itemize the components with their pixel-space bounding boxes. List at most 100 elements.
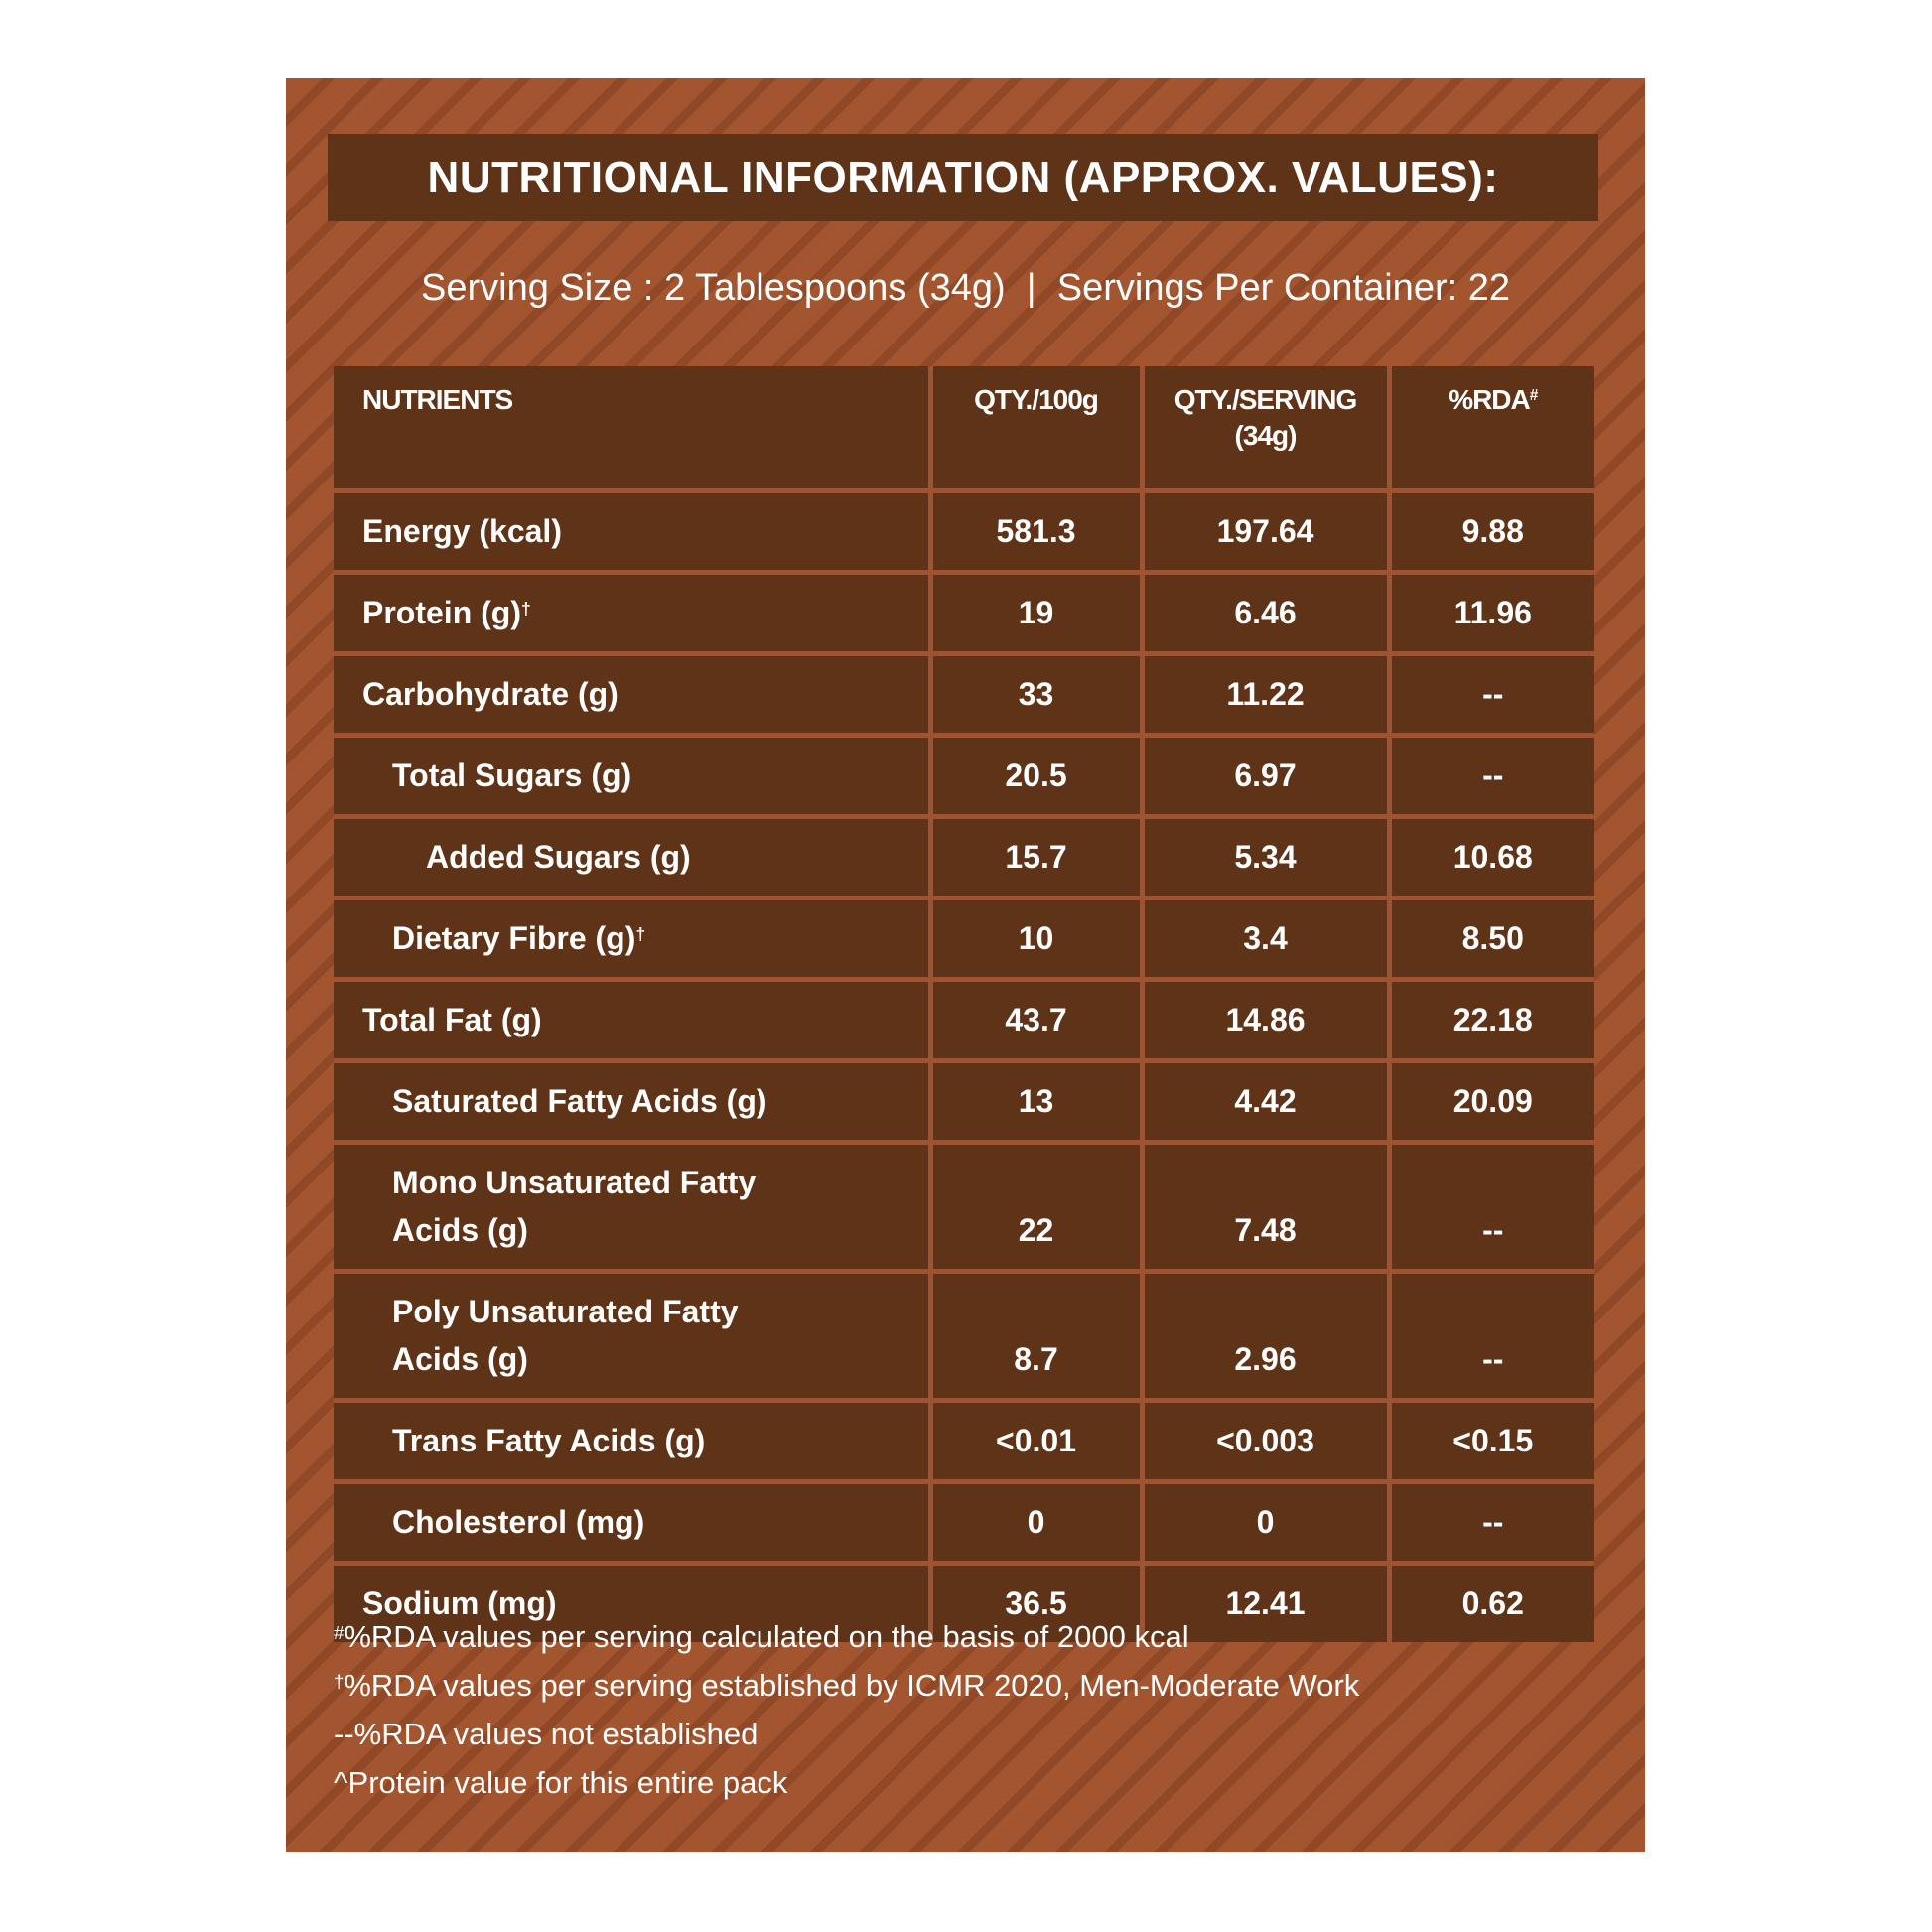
nutrient-row: Dietary Fibre (g)† 10 3.4 8.50 xyxy=(331,896,1597,982)
nutrient-row: Energy (kcal) 581.3 197.64 9.88 xyxy=(331,488,1597,575)
value-cell: 11.96 xyxy=(1386,570,1597,656)
nutrient-name: Saturated Fatty Acids (g) xyxy=(331,1058,933,1145)
cell-text: %RDA xyxy=(1449,384,1531,415)
value-cell: <0.01 xyxy=(927,1398,1145,1484)
cell-text: Protein (g) xyxy=(362,595,521,630)
value-cell: 5.34 xyxy=(1139,814,1392,900)
footnote-mark: # xyxy=(1529,387,1539,404)
value-cell: 11.22 xyxy=(1139,651,1392,738)
cell-text: Carbohydrate (g) xyxy=(362,676,619,712)
value-cell: 8.50 xyxy=(1386,896,1597,982)
nutrient-row: Trans Fatty Acids (g) <0.01 <0.003 <0.15 xyxy=(331,1398,1597,1484)
value-cell: 197.64 xyxy=(1139,488,1392,575)
nutrient-name: Energy (kcal) xyxy=(331,488,933,575)
value-cell: 22.18 xyxy=(1386,977,1597,1063)
value-cell: 0 xyxy=(1139,1479,1392,1566)
value-cell: 7.48 xyxy=(1139,1140,1392,1274)
nutrition-table: NUTRIENTS QTY./100g QTY./SERVING (34g) %RDA#… xyxy=(331,363,1597,1645)
value-cell: 8.7 xyxy=(927,1269,1145,1403)
cell-text: Acids (g) xyxy=(392,1212,528,1248)
value-cell: 10 xyxy=(927,896,1145,982)
cell-text: QTY./100g xyxy=(974,384,1099,415)
cell-text: Acids (g) xyxy=(392,1341,528,1377)
header-cell: QTY./100g xyxy=(927,363,1145,493)
cell-text: Energy (kcal) xyxy=(362,513,562,549)
nutrient-name: Mono Unsaturated Fatty Acids (g) xyxy=(331,1140,933,1274)
cell-text: Added Sugars (g) xyxy=(426,839,691,875)
footnote-text: ^Protein value for this entire pack xyxy=(334,1765,788,1800)
cell-text: QTY./SERVING xyxy=(1173,384,1358,415)
value-cell: -- xyxy=(1386,733,1597,819)
footnote-text: %RDA values per serving established by I… xyxy=(344,1668,1360,1703)
value-cell: 13 xyxy=(927,1058,1145,1145)
footnote: #%RDA values per serving calculated on t… xyxy=(334,1612,1359,1661)
value-cell: <0.15 xyxy=(1386,1398,1597,1484)
footnote: --%RDA values not established xyxy=(334,1710,1359,1758)
cell-text: (34g) xyxy=(1234,420,1298,451)
cell-text: Dietary Fibre (g) xyxy=(392,920,636,956)
cell-text: Trans Fatty Acids (g) xyxy=(392,1423,706,1458)
nutrient-row: Protein (g)† 19 6.46 11.96 xyxy=(331,570,1597,656)
value-cell: 0 xyxy=(927,1479,1145,1566)
serving-info: Serving Size : 2 Tablespoons (34g) | Ser… xyxy=(421,267,1510,309)
nutrient-name: Cholesterol (mg) xyxy=(331,1479,933,1566)
value-cell: 22 xyxy=(927,1140,1145,1274)
value-cell: 43.7 xyxy=(927,977,1145,1063)
value-cell: 12.41 xyxy=(1139,1561,1392,1645)
title: NUTRITIONAL INFORMATION (APPROX. VALUES)… xyxy=(328,134,1598,221)
value-cell: -- xyxy=(1386,1269,1597,1403)
value-cell: 19 xyxy=(927,570,1145,656)
footnote-mark: † xyxy=(334,1671,345,1692)
footnote-mark: † xyxy=(520,599,531,619)
footnotes: #%RDA values per serving calculated on t… xyxy=(334,1612,1359,1807)
value-cell: 9.88 xyxy=(1386,488,1597,575)
nutrient-name: Sodium (mg) xyxy=(331,1561,933,1645)
nutrient-name: Dietary Fibre (g)† xyxy=(331,896,933,982)
header-row: NUTRIENTS QTY./100g QTY./SERVING (34g) %RDA# xyxy=(331,363,1597,493)
nutrient-row: Cholesterol (mg) 0 0 -- xyxy=(331,1479,1597,1566)
nutrient-row: Added Sugars (g) 15.7 5.34 10.68 xyxy=(331,814,1597,900)
footnote: ^Protein value for this entire pack xyxy=(334,1758,1359,1807)
nutrient-row: Total Sugars (g) 20.5 6.97 -- xyxy=(331,733,1597,819)
nutrient-name: Added Sugars (g) xyxy=(331,814,933,900)
value-cell: 20.09 xyxy=(1386,1058,1597,1145)
footnote-mark: # xyxy=(334,1622,345,1643)
header-cell: %RDA# xyxy=(1386,363,1597,493)
value-cell: <0.003 xyxy=(1139,1398,1392,1484)
value-cell: 10.68 xyxy=(1386,814,1597,900)
value-cell: 4.42 xyxy=(1139,1058,1392,1145)
nutrient-name: Trans Fatty Acids (g) xyxy=(331,1398,933,1484)
nutrient-row: Poly Unsaturated Fatty Acids (g) 8.7 2.96 -- xyxy=(331,1269,1597,1403)
footnote-mark: † xyxy=(635,924,646,944)
cell-text: Total Fat (g) xyxy=(362,1002,542,1037)
nutrient-name: Carbohydrate (g) xyxy=(331,651,933,738)
nutrient-row: Sodium (mg) 36.5 12.41 0.62 xyxy=(331,1561,1597,1645)
value-cell: 2.96 xyxy=(1139,1269,1392,1403)
label-panel: NUTRITIONAL INFORMATION (APPROX. VALUES)… xyxy=(286,78,1645,1852)
footnote-text: %RDA values per serving calculated on th… xyxy=(344,1619,1189,1654)
nutrient-name: Total Sugars (g) xyxy=(331,733,933,819)
value-cell: 14.86 xyxy=(1139,977,1392,1063)
nutrient-name: Protein (g)† xyxy=(331,570,933,656)
nutrient-row: Mono Unsaturated Fatty Acids (g) 22 7.48 -- xyxy=(331,1140,1597,1274)
header-cell: QTY./SERVING (34g) xyxy=(1139,363,1392,493)
footnote: †%RDA values per serving established by … xyxy=(334,1661,1359,1710)
cell-text: Poly Unsaturated Fatty xyxy=(392,1294,739,1329)
value-cell: 6.46 xyxy=(1139,570,1392,656)
nutrient-name: Poly Unsaturated Fatty Acids (g) xyxy=(331,1269,933,1403)
value-cell: 20.5 xyxy=(927,733,1145,819)
cell-text: Mono Unsaturated Fatty xyxy=(392,1165,757,1200)
nutrient-name: Total Fat (g) xyxy=(331,977,933,1063)
nutrient-row: Total Fat (g) 43.7 14.86 22.18 xyxy=(331,977,1597,1063)
cell-text: Saturated Fatty Acids (g) xyxy=(392,1083,767,1119)
value-cell: -- xyxy=(1386,651,1597,738)
value-cell: -- xyxy=(1386,1140,1597,1274)
value-cell: 33 xyxy=(927,651,1145,738)
cell-text: Sodium (mg) xyxy=(362,1586,557,1621)
cell-text: Total Sugars (g) xyxy=(392,758,632,793)
value-cell: -- xyxy=(1386,1479,1597,1566)
header-cell: NUTRIENTS xyxy=(331,363,933,493)
cell-text: Cholesterol (mg) xyxy=(392,1504,645,1540)
value-cell: 15.7 xyxy=(927,814,1145,900)
